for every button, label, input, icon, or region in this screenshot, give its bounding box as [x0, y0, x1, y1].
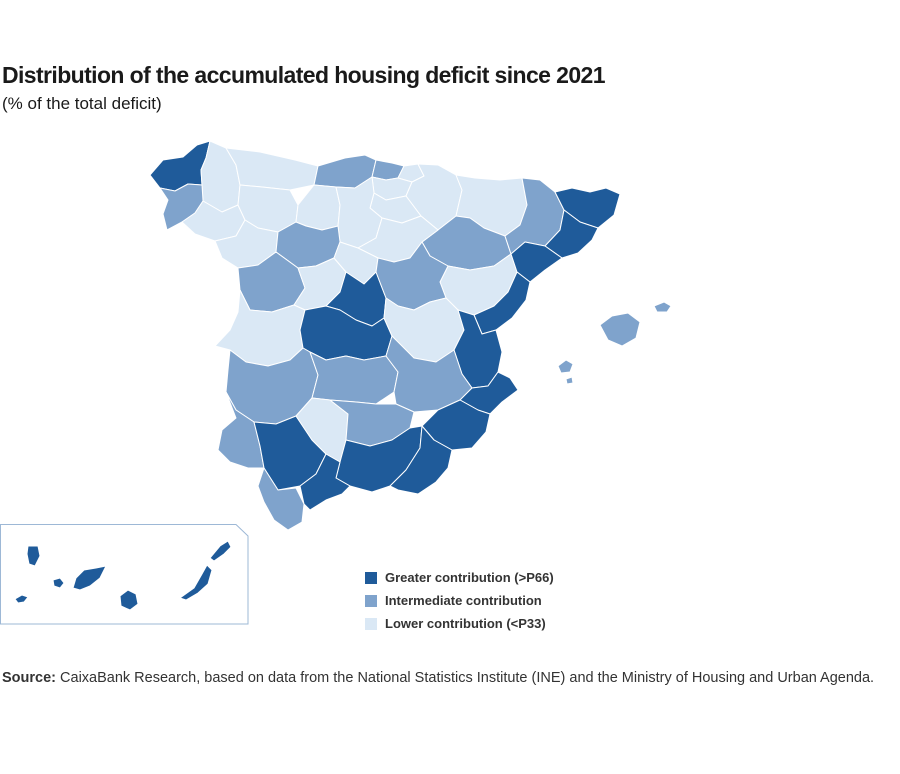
island-ibiza	[557, 359, 574, 374]
province-ciudad-real	[309, 351, 399, 405]
chart-subtitle: (% of the total deficit)	[2, 94, 162, 113]
province-palencia	[295, 184, 341, 231]
legend-item-greater: Greater contribution (>P66)	[365, 566, 554, 589]
island-la-palma	[26, 545, 41, 567]
source-note: Source: CaixaBank Research, based on dat…	[2, 669, 892, 688]
island-gran-canaria	[119, 589, 139, 611]
province-asturias	[225, 147, 319, 191]
canary-islands-inset-frame	[0, 524, 249, 625]
chart-title: Distribution of the accumulated housing …	[2, 62, 606, 88]
province-huelva	[217, 391, 265, 469]
island-la-gomera	[52, 577, 65, 589]
island-formentera	[565, 376, 574, 385]
map-legend: Greater contribution (>P66) Intermediate…	[365, 566, 554, 635]
legend-swatch-intermediate	[365, 594, 377, 607]
island-el-hierro	[14, 594, 29, 604]
province-malaga	[299, 453, 351, 511]
legend-label-greater: Greater contribution (>P66)	[385, 570, 554, 585]
island-lanzarote	[209, 540, 232, 562]
legend-item-intermediate: Intermediate contribution	[365, 589, 554, 612]
legend-swatch-lower	[365, 617, 377, 630]
province-cadiz	[257, 467, 305, 531]
legend-swatch-greater	[365, 571, 377, 584]
island-fuerteventura	[179, 564, 213, 601]
legend-label-lower: Lower contribution (<P33)	[385, 616, 546, 631]
island-tenerife	[72, 565, 107, 591]
legend-item-lower: Lower contribution (<P33)	[365, 612, 554, 635]
province-tarragona	[510, 241, 563, 283]
legend-label-intermediate: Intermediate contribution	[385, 593, 542, 608]
source-label: Source:	[2, 670, 56, 686]
spain-province-map	[0, 140, 672, 625]
island-menorca	[653, 301, 672, 313]
province-almeria	[389, 425, 453, 495]
source-text: CaixaBank Research, based on data from t…	[60, 670, 875, 686]
province-barcelona	[544, 209, 599, 259]
province-a-coruna	[149, 140, 211, 192]
island-mallorca	[599, 312, 641, 347]
